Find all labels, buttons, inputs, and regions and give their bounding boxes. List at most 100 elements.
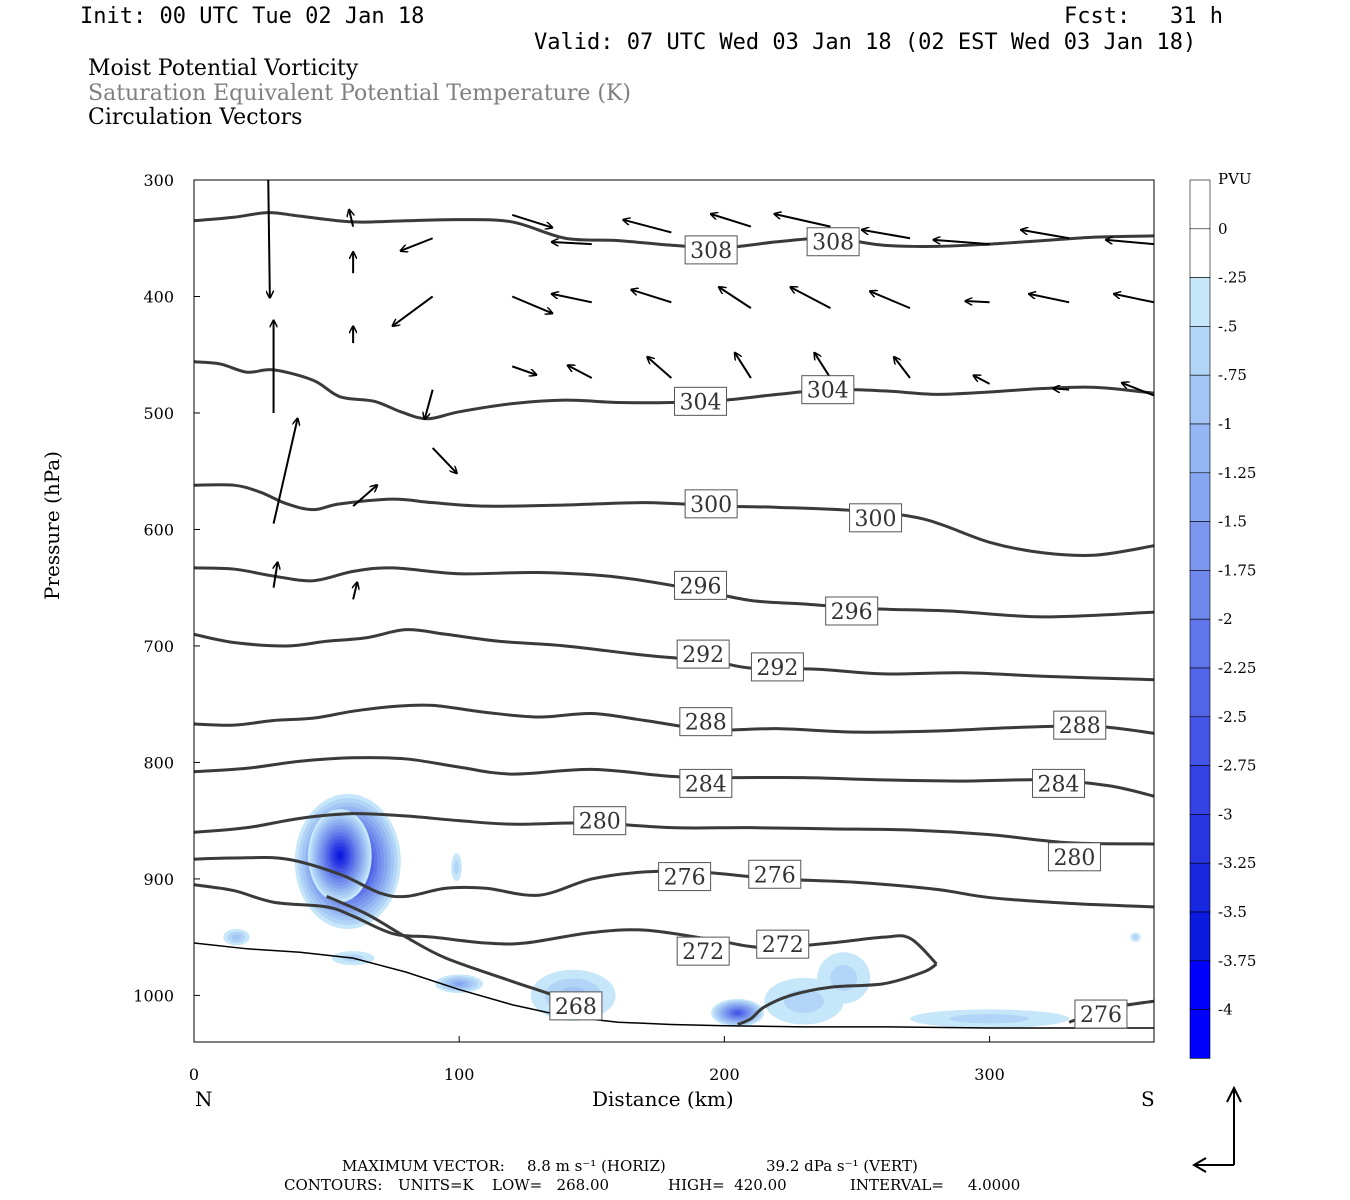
contours-low: LOW= 268.00 [492,1176,610,1194]
colorbar-swatch [1189,862,1211,913]
circulation-vector [353,583,357,600]
circulation-vector [894,357,911,379]
colorbar-label: -2 [1218,610,1233,628]
circulation-vector [814,353,832,379]
colorbar-label: -.25 [1218,269,1247,287]
circulation-vector [511,365,536,374]
circulation-vector [274,563,278,588]
contour-label-box [849,503,903,533]
contour-label: 296 [680,574,722,599]
contour-label-box [1047,842,1101,872]
y-tick-label: 1000 [133,986,174,1005]
circulation-vectors [268,180,1154,600]
y-tick-label: 800 [143,753,174,772]
colorbar-label: -1.25 [1218,464,1256,482]
contour-label-box [750,652,804,682]
south-label: S [1141,1087,1155,1111]
init-time: Init: 00 UTC Tue 02 Jan 18 [80,4,425,29]
contour-label-box [676,936,730,966]
max-vector-label: MAXIMUM VECTOR: [342,1157,505,1175]
circulation-vector [268,180,270,298]
x-tick-label: 100 [444,1065,475,1084]
theta-contours [194,211,1154,1026]
colorbar-swatch [1189,521,1211,571]
circulation-vector [349,210,353,227]
plot-frame [193,179,1155,1043]
contour-label-box [806,227,860,257]
circulation-vector [1021,230,1070,240]
contour-label-box [748,859,802,889]
colorbar-swatch [1189,570,1211,620]
axes: 300 400 500 600 700 800 900 1000 0 100 200 300 [133,171,1005,1084]
legend-pv: Moist Potential Vorticity [88,56,359,81]
contour-292 [194,628,1154,682]
pv-blob [830,965,857,991]
circulation-vector [974,375,991,385]
colorbar-label: -2.75 [1218,757,1256,775]
colorbar-swatch [1189,1009,1211,1059]
contour-label-box [679,707,733,737]
colorbar-label: -.5 [1218,317,1237,335]
contour-label: 280 [1053,846,1095,871]
colorbar-swatch [1189,179,1211,230]
circulation-vector [393,295,434,325]
pv-blob [232,934,241,940]
circulation-vector [1122,383,1154,397]
contour-288 [194,703,1154,735]
max-vector-horiz: 8.8 m s⁻¹ (HORIZ) [527,1157,666,1175]
x-tick-label: 300 [974,1065,1005,1084]
contour-276 [737,962,938,1026]
y-tick-label: 400 [143,287,174,306]
colorbar-label: -3 [1218,805,1233,823]
colorbar-label: -1 [1218,415,1233,433]
circulation-vector [272,419,298,524]
colorbar-swatch [1189,667,1211,718]
circulation-vector [511,295,552,313]
pv-blob [1132,934,1139,940]
circulation-vector [568,365,593,379]
contour-label-box [825,596,879,626]
colorbar-swatch [1189,472,1211,522]
contour-label-box [1032,768,1086,798]
contour-label: 272 [682,940,724,965]
colorbar-swatch [1189,716,1211,766]
circulation-vector [631,290,672,304]
valid-time: Valid: 07 UTC Wed 03 Jan 18 (02 EST Wed … [534,30,1197,55]
circulation-vector [623,220,672,234]
contour-label-box [573,806,627,836]
colorbar: 0 -.25 -.5 -.75 -1 -1.25 -1.5 -1.75 -2 -2.25 -2.5 -… [1189,179,1256,1059]
contour-label: 300 [690,493,732,518]
circulation-vector [425,389,434,419]
colorbar-label: -.75 [1218,366,1247,384]
contour-label: 284 [1038,772,1080,797]
colorbar-swatch [1189,228,1211,278]
circulation-vector [401,237,434,251]
circulation-vector [719,287,752,309]
contour-276 [194,856,1154,909]
colorbar-swatch [1189,277,1211,327]
contour-284 [194,756,1154,798]
colorbar-swatch [1189,960,1211,1010]
contour-label-box [1074,999,1128,1029]
contour-308 [194,211,1154,250]
circulation-vector [966,301,990,302]
pv-blob [453,860,460,875]
contour-label: 284 [685,772,727,797]
contour-label: 288 [685,711,727,736]
pv-blob [337,852,343,859]
contour-label: 280 [579,810,621,835]
contour-label-box [801,375,855,405]
circulation-vector [934,240,990,246]
contour-label: 276 [664,866,706,891]
circulation-vector [431,447,457,473]
colorbar-label: -2.5 [1218,708,1247,726]
colorbar-swatch [1189,814,1211,864]
colorbar-swatch [1189,326,1211,376]
colorbar-label: -1.5 [1218,513,1247,531]
contour-label-box [684,235,738,265]
colorbar-label: -3.5 [1218,903,1247,921]
forecast-hour: Fcst: 31 h [1064,4,1223,29]
x-tick-label: 200 [709,1065,740,1084]
y-tick-label: 600 [143,520,174,539]
